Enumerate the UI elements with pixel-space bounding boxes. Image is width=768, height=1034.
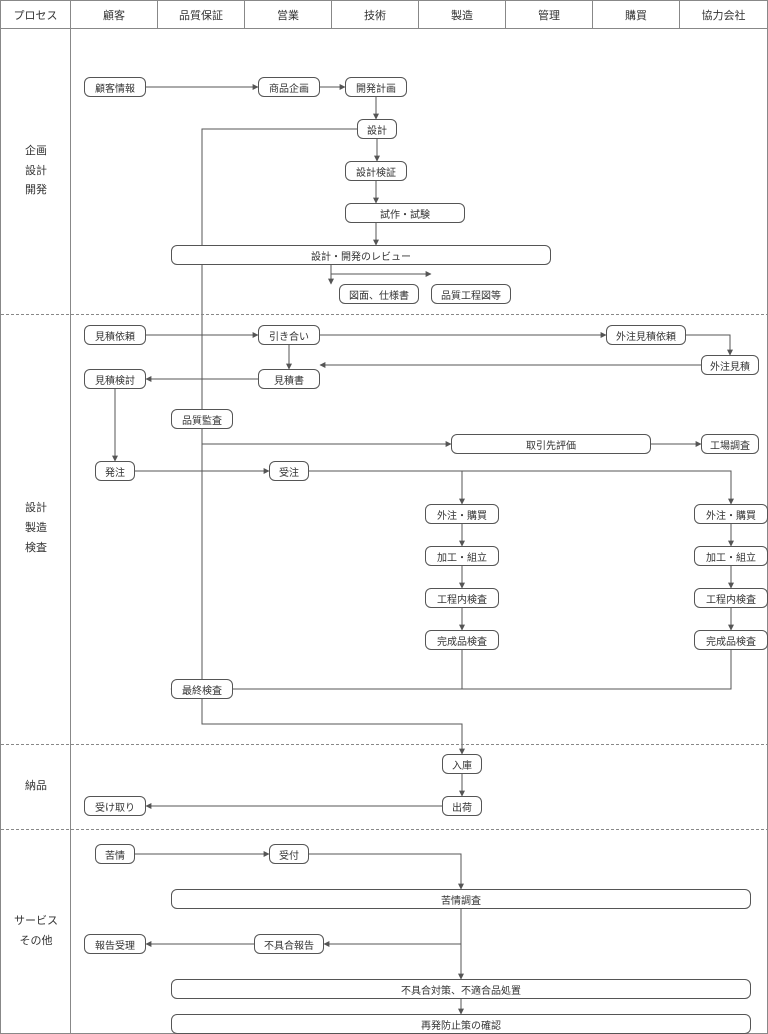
node-n33: 苦情 [95,844,135,864]
node-n20: 受注 [269,461,309,481]
node-n14: 見積検討 [84,369,146,389]
node-n3: 開発計画 [345,77,407,97]
node-n24: 加工・組立 [694,546,768,566]
node-n27: 完成品検査 [425,630,499,650]
row-divider [1,744,768,745]
row-label-design: 設計製造検査 [1,314,71,744]
row-label-service: サービスその他 [1,829,71,1034]
column-header-mfg: 製造 [419,1,506,28]
edge [309,471,731,504]
node-n13: 外注見積 [701,355,759,375]
column-header-qa: 品質保証 [158,1,245,28]
edge [686,335,730,355]
swimlane-diagram: プロセス顧客品質保証営業技術製造管理購買協力会社 企画設計開発設計製造検査納品サ… [0,0,768,1034]
node-n17: 取引先評価 [451,434,651,454]
column-header-process: プロセス [1,1,71,28]
node-n16: 品質監査 [171,409,233,429]
edge [171,650,731,689]
node-n35: 苦情調査 [171,889,751,909]
node-n22: 外注・購買 [694,504,768,524]
edge [202,429,451,444]
node-n5: 設計検証 [345,161,407,181]
node-n4: 設計 [357,119,397,139]
node-n15: 見積書 [258,369,320,389]
node-n25: 工程内検査 [425,588,499,608]
column-header-purchase: 購買 [593,1,680,28]
node-n7: 設計・開発のレビュー [171,245,551,265]
column-header-sales: 営業 [245,1,332,28]
node-n36: 報告受理 [84,934,146,954]
node-n38: 不具合対策、不適合品処置 [171,979,751,999]
diagram-body: 企画設計開発設計製造検査納品サービスその他 顧客情報 商品企画 開発計画設計設計検証… [1,29,767,1034]
node-n10: 見積依頼 [84,325,146,345]
row-labels-column: 企画設計開発設計製造検査納品サービスその他 [1,29,71,1034]
node-n39: 再発防止策の確認 [171,1014,751,1034]
node-n31: 受け取り [84,796,146,816]
node-n21: 外注・購買 [425,504,499,524]
node-n30: 入庫 [442,754,482,774]
node-n32: 出荷 [442,796,482,816]
node-n26: 工程内検査 [694,588,768,608]
column-header-supplier: 協力会社 [680,1,767,28]
node-n1: 顧客情報 [84,77,146,97]
row-label-plan: 企画設計開発 [1,29,71,314]
edge [309,471,462,504]
node-n28: 完成品検査 [694,630,768,650]
edge [202,699,462,754]
node-n34: 受付 [269,844,309,864]
edge [324,909,461,944]
node-n18: 工場調査 [701,434,759,454]
edge [202,129,357,679]
column-header-mgmt: 管理 [506,1,593,28]
column-header-tech: 技術 [332,1,419,28]
row-divider [1,314,768,315]
edge [331,265,431,274]
node-n2: 商品企画 [258,77,320,97]
node-n9: 品質工程図等 [431,284,511,304]
node-n19: 発注 [95,461,135,481]
node-n37: 不具合報告 [254,934,324,954]
node-n23: 加工・組立 [425,546,499,566]
node-n6: 試作・試験 [345,203,465,223]
row-divider [1,829,768,830]
edge [309,854,461,889]
row-label-deliver: 納品 [1,744,71,829]
node-n12: 外注見積依頼 [606,325,686,345]
column-headers: プロセス顧客品質保証営業技術製造管理購買協力会社 [1,1,767,29]
node-n11: 引き合い [258,325,320,345]
node-n8: 図面、仕様書 [339,284,419,304]
column-header-customer: 顧客 [71,1,158,28]
node-n29: 最終検査 [171,679,233,699]
